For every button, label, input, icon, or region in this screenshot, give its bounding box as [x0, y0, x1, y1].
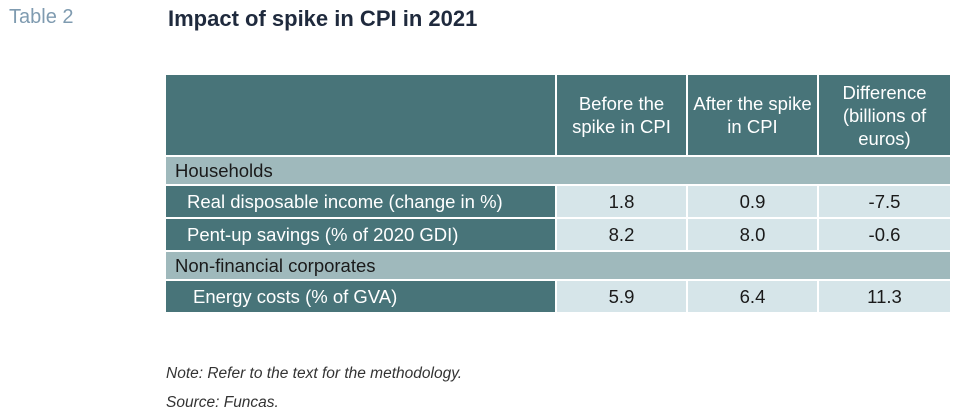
cell-value: 0.9 — [688, 186, 817, 217]
row-label-real-disposable-income: Real disposable income (change in %) — [166, 186, 555, 217]
cell-value: 11.3 — [819, 281, 950, 312]
data-table: Before the spike in CPI After the spike … — [166, 75, 950, 312]
section-header-households: Households — [166, 157, 950, 184]
methodology-note: Note: Refer to the text for the methodol… — [166, 365, 463, 382]
cell-value: 1.8 — [557, 186, 686, 217]
column-header-difference: Difference (billions of euros) — [819, 75, 950, 155]
row-label-pent-up-savings: Pent-up savings (% of 2020 GDI) — [166, 219, 555, 250]
column-header-before: Before the spike in CPI — [557, 75, 686, 155]
column-header-after: After the spike in CPI — [688, 75, 817, 155]
header-corner — [166, 75, 555, 155]
section-header-non-financial-corporates: Non-financial corporates — [166, 252, 950, 279]
row-label-energy-costs: Energy costs (% of GVA) — [166, 281, 555, 312]
cell-value: 8.0 — [688, 219, 817, 250]
table-title: Impact of spike in CPI in 2021 — [168, 6, 478, 31]
cell-value: 8.2 — [557, 219, 686, 250]
table-number-label: Table 2 — [9, 6, 74, 28]
cell-value: 6.4 — [688, 281, 817, 312]
cell-value: 5.9 — [557, 281, 686, 312]
source-note: Source: Funcas. — [166, 394, 279, 411]
cell-value: -0.6 — [819, 219, 950, 250]
cell-value: -7.5 — [819, 186, 950, 217]
